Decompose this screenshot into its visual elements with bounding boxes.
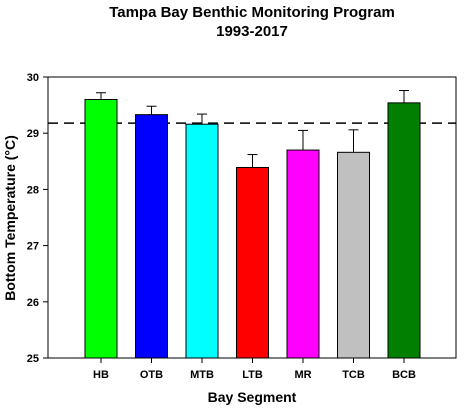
x-tick-label-ltb: LTB (242, 369, 263, 381)
bar-bcb (387, 102, 421, 359)
y-tick-label-26: 26 (27, 297, 39, 309)
y-tick-label-28: 28 (27, 184, 39, 196)
plot-area: HB OTB MTB LTB MR TCB BCB 25 26 27 28 29 30 (27, 72, 457, 381)
bar-mr (286, 149, 320, 359)
bar-hb (84, 98, 118, 359)
x-tick-label-mtb: MTB (190, 369, 214, 381)
x-tick-label-mr: MR (294, 369, 311, 381)
y-tick-label-29: 29 (27, 128, 39, 140)
y-tick-label-30: 30 (27, 72, 39, 84)
chart-title: Tampa Bay Benthic Monitoring Program (109, 4, 395, 21)
bar-ltb (236, 166, 269, 359)
x-tick-label-otb: OTB (140, 369, 163, 381)
y-tick-label-27: 27 (27, 241, 39, 253)
chart-subtitle: 1993-2017 (216, 23, 288, 40)
x-tick-label-hb: HB (93, 369, 109, 381)
bar-tcb (337, 151, 370, 359)
x-axis-label: Bay Segment (208, 389, 297, 405)
plot-frame (47, 76, 457, 359)
y-tick-label-25: 25 (27, 353, 39, 365)
bar-otb (135, 114, 168, 359)
x-tick-label-tcb: TCB (342, 369, 365, 381)
x-tick-label-bcb: BCB (392, 369, 416, 381)
bar-mtb (185, 123, 219, 359)
y-axis-label: Bottom Temperature (°C) (2, 135, 18, 301)
